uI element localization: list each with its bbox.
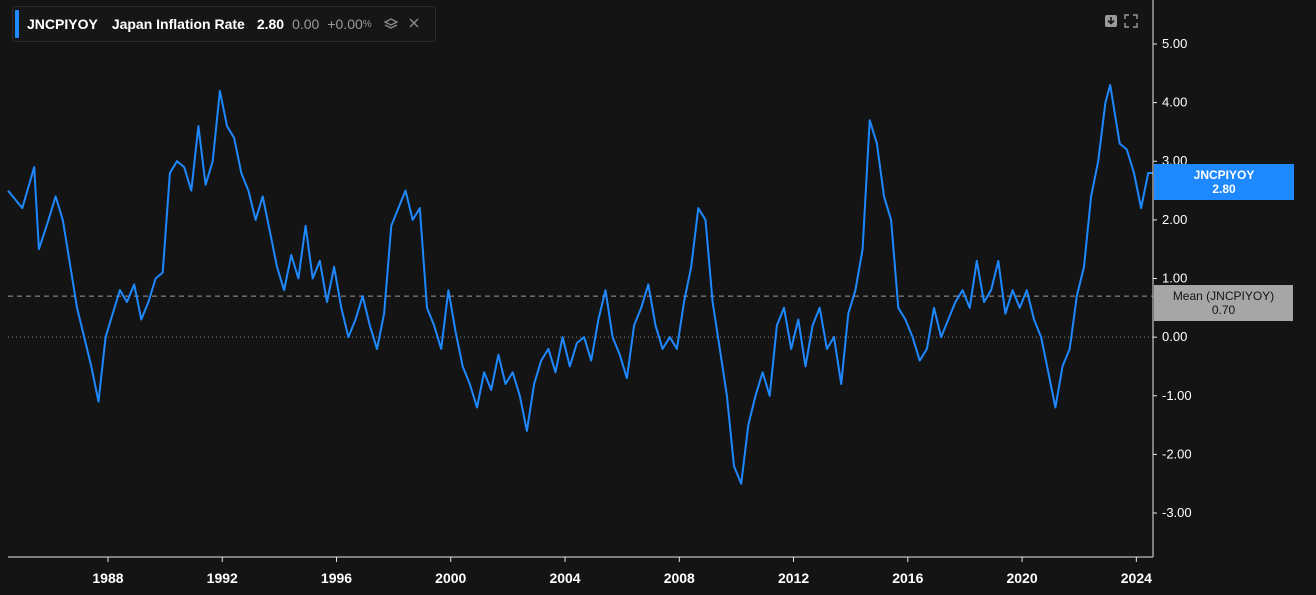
x-tick-label: 2004 (549, 570, 580, 586)
x-axis: 1988 1992 1996 2000 2004 2008 2012 2016 2020 2024 (92, 557, 1152, 586)
last-value-tag: JNCPIYOY 2.80 (1154, 164, 1294, 200)
y-tick-label: -2.00 (1162, 446, 1192, 461)
layers-icon[interactable] (383, 16, 399, 33)
y-tick-label: -1.00 (1162, 388, 1192, 403)
y-tick-label: 0.00 (1162, 329, 1187, 344)
x-tick-label: 2008 (664, 570, 695, 586)
mean-value-tag-label: Mean (JNCPIYOY) (1172, 289, 1275, 303)
fullscreen-icon[interactable] (1124, 14, 1138, 28)
x-tick-label: 1992 (207, 570, 238, 586)
y-tick-label: -3.00 (1162, 505, 1192, 520)
mean-value-tag: Mean (JNCPIYOY) 0.70 (1154, 285, 1293, 321)
series-legend[interactable]: JNCPIYOY Japan Inflation Rate 2.80 0.00 … (12, 6, 436, 42)
legend-change: 0.00 (292, 16, 320, 32)
x-tick-label: 2020 (1006, 570, 1037, 586)
y-tick-label: 1.00 (1162, 271, 1187, 286)
y-tick-label: 2.00 (1162, 212, 1187, 227)
y-tick-label: 4.00 (1162, 95, 1187, 110)
legend-pct-sign: % (362, 18, 372, 30)
legend-change-pct: +0.00 (327, 16, 363, 32)
last-value-tag-value: 2.80 (1212, 182, 1236, 196)
chart-toolbar (1104, 14, 1138, 28)
legend-ticker: JNCPIYOY (27, 16, 98, 32)
x-tick-label: 2016 (892, 570, 923, 586)
legend-last-value: 2.80 (256, 16, 285, 32)
x-tick-label: 2000 (435, 570, 466, 586)
y-axis: 5.004.003.002.001.000.00-1.00-2.00-3.00 (1153, 36, 1192, 520)
x-tick-label: 1988 (92, 570, 123, 586)
series-color-marker (15, 10, 19, 38)
x-tick-label: 1996 (321, 570, 352, 586)
x-tick-label: 2024 (1121, 570, 1152, 586)
close-icon[interactable] (408, 16, 420, 32)
y-tick-label: 5.00 (1162, 36, 1187, 51)
mean-value-tag-value: 0.70 (1211, 303, 1236, 317)
x-tick-label: 2012 (778, 570, 809, 586)
legend-series-name: Japan Inflation Rate (111, 16, 245, 32)
series-line-jncpiyoy[interactable] (7, 84, 1153, 485)
download-icon[interactable] (1104, 14, 1118, 28)
last-value-tag-label: JNCPIYOY (1193, 168, 1255, 182)
